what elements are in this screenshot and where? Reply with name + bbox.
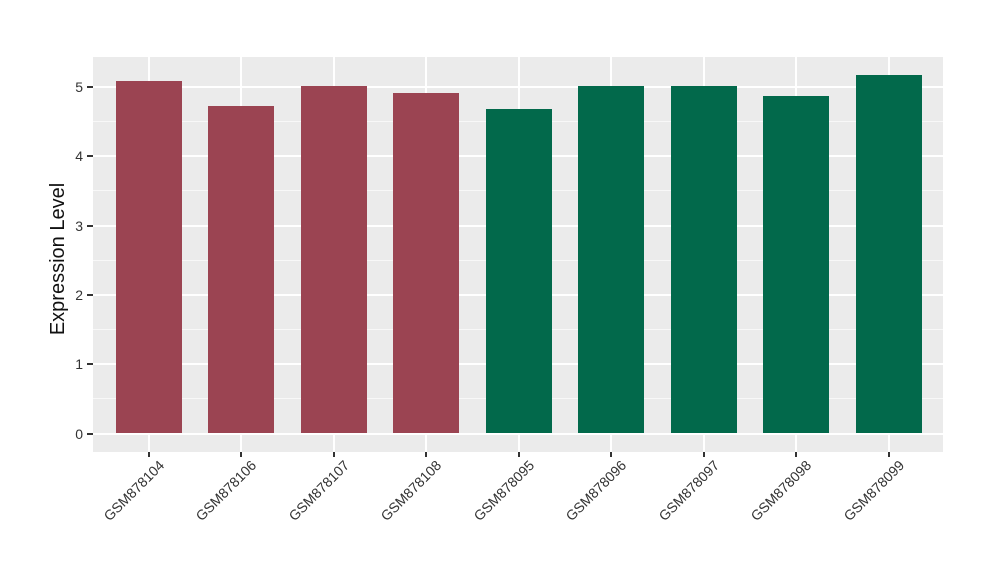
x-tick-label-GSM878096: GSM878096 <box>562 457 630 524</box>
x-tick-mark-GSM878095 <box>517 452 520 457</box>
y-tick-label-1: 1 <box>75 356 83 373</box>
x-tick-label-GSM878108: GSM878108 <box>377 457 445 524</box>
x-tick-mark-GSM878096 <box>610 452 612 457</box>
x-tick-mark-GSM878098 <box>795 452 797 457</box>
x-tick-mark-GSM878106 <box>240 452 242 457</box>
x-tick-label-GSM878104: GSM878104 <box>99 457 167 524</box>
y-tick-label-5: 5 <box>75 79 83 95</box>
x-tick-mark-GSM878099 <box>887 452 890 457</box>
x-tick-label-GSM878098: GSM878098 <box>747 457 815 524</box>
bar-GSM878108 <box>393 92 459 434</box>
x-tick-label-GSM878095: GSM878095 <box>469 457 537 524</box>
y-tick-label-2: 2 <box>75 286 83 303</box>
y-tick-mark-1 <box>86 363 93 366</box>
y-tick-label-0: 0 <box>75 425 83 442</box>
y-tick-mark-2 <box>86 293 93 296</box>
bar-GSM878097 <box>670 85 737 434</box>
x-tick-mark-GSM878097 <box>702 452 705 457</box>
x-tick-label-GSM878106: GSM878106 <box>192 457 260 524</box>
x-tick-label-GSM878097: GSM878097 <box>654 457 722 524</box>
y-tick-mark-0 <box>86 432 93 435</box>
x-tick-mark-GSM878107 <box>332 452 335 457</box>
x-tick-mark-GSM878108 <box>425 452 427 457</box>
y-tick-label-3: 3 <box>75 217 83 234</box>
bar-GSM878107 <box>300 85 367 434</box>
y-tick-mark-3 <box>86 224 93 227</box>
bar-GSM878106 <box>208 105 274 434</box>
x-tick-label-GSM878099: GSM878099 <box>839 457 907 524</box>
x-tick-label-GSM878107: GSM878107 <box>284 457 352 524</box>
y-tick-label-4: 4 <box>75 148 83 165</box>
bar-GSM878095 <box>485 109 552 434</box>
y-tick-mark-4 <box>86 155 93 158</box>
bar-GSM878096 <box>578 85 644 434</box>
x-tick-mark-GSM878104 <box>147 452 150 457</box>
bar-GSM878104 <box>115 81 182 434</box>
bar-GSM878099 <box>855 74 922 434</box>
bar-GSM878098 <box>763 96 829 434</box>
y-tick-mark-5 <box>86 86 93 88</box>
